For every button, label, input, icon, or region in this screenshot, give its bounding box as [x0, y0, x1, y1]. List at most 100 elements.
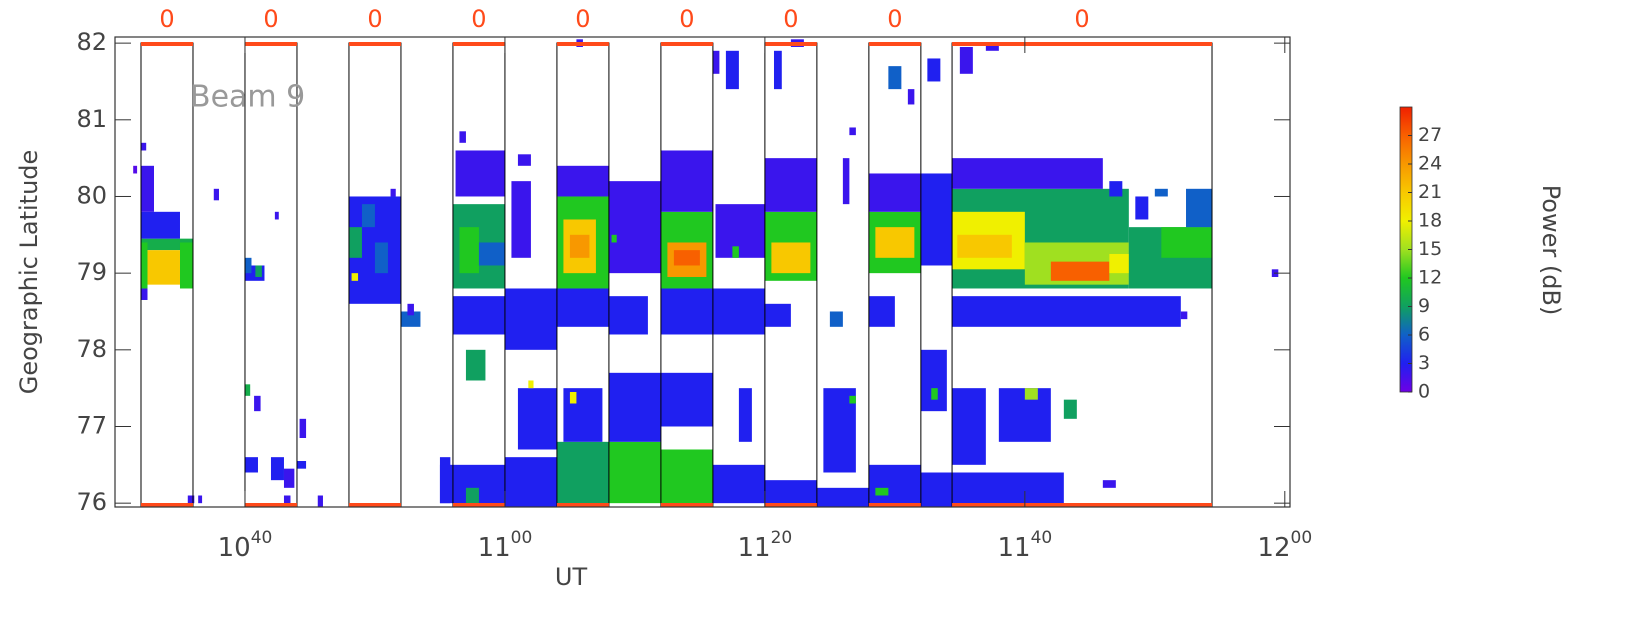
heatmap-cell [299, 418, 307, 438]
heatmap-cell [390, 188, 396, 197]
heatmap-cell [517, 154, 531, 166]
x-axis-label: UT [555, 563, 588, 591]
heatmap-cell [952, 472, 1064, 507]
x-tick-label: 1040 [218, 528, 273, 563]
heatmap-cell [660, 288, 713, 335]
heatmap-cell [764, 303, 791, 327]
heatmap-cell [459, 227, 479, 274]
heatmap-cell [764, 158, 817, 212]
heatmap-cell [563, 388, 603, 442]
heatmap-cell [244, 384, 251, 396]
heatmap-cell [351, 273, 359, 281]
heatmap-cell [773, 50, 782, 90]
heatmap-cell [140, 142, 147, 151]
y-tick-label: 79 [76, 258, 107, 286]
heatmap-cell [296, 460, 307, 469]
heatmap-cell [140, 242, 148, 289]
heatmap-cell [407, 303, 414, 316]
heatmap-cell [465, 487, 479, 504]
heatmap-cell [1186, 188, 1213, 228]
heatmap-cell [868, 464, 921, 507]
heatmap-cell [907, 89, 915, 105]
y-axis-label: Geographic Latitude [15, 150, 43, 395]
heatmap-cell [556, 165, 609, 197]
heatmap-cell [511, 181, 531, 258]
heatmap-cell [504, 457, 557, 507]
y-tick-label: 80 [76, 181, 107, 209]
heatmap-cell [888, 66, 902, 90]
heatmap-cell [920, 472, 953, 507]
colorbar-tick-label: 12 [1418, 267, 1442, 289]
colorbar-tick-label: 21 [1418, 181, 1442, 203]
colorbar-tick-label: 27 [1418, 124, 1442, 146]
heatmap-cell [868, 173, 921, 212]
y-tick-label: 77 [76, 411, 107, 439]
heatmap-cell [712, 464, 765, 504]
colorbar-tick-label: 6 [1418, 324, 1430, 346]
heatmap-cell [439, 464, 453, 504]
heatmap-cell [920, 173, 953, 266]
scan-label: 0 [367, 5, 382, 33]
heatmap-cell [361, 204, 375, 228]
heatmap-cell [842, 158, 850, 205]
x-tick-label: 1120 [738, 528, 793, 563]
heatmap-cell [1161, 227, 1213, 258]
heatmap-cell [133, 165, 138, 174]
scan-label: 0 [575, 5, 590, 33]
heatmap-cell [985, 43, 999, 51]
heatmap-cell [198, 495, 203, 504]
colorbar-tick-label: 18 [1418, 210, 1442, 232]
heatmap-cell [244, 257, 252, 274]
heatmap-cell [712, 288, 765, 335]
heatmap-cell [244, 457, 258, 473]
scan-label: 0 [159, 5, 174, 33]
heatmap-cell [400, 311, 421, 327]
heatmap-cell [725, 50, 739, 90]
heatmap-cell [1050, 261, 1110, 281]
colorbar-tick-label: 24 [1418, 153, 1442, 175]
heatmap-cell [517, 388, 557, 450]
heatmap-cell [715, 204, 765, 258]
colorbar-label: Power (dB) [1537, 185, 1565, 316]
scan-label: 0 [679, 5, 694, 33]
heatmap-cell [465, 349, 486, 381]
heatmap-cell [283, 468, 295, 488]
heatmap-cell [187, 495, 195, 504]
heatmap-cell [140, 165, 154, 212]
heatmap-cell [274, 211, 279, 220]
heatmap-cell [140, 288, 148, 300]
heatmap-cell [660, 150, 713, 212]
heatmap-cell [179, 242, 193, 289]
scan-label: 0 [471, 5, 486, 33]
heatmap-cell [608, 296, 648, 335]
heatmap-cell [673, 250, 700, 266]
heatmap-cell [660, 372, 713, 427]
plot-frame [114, 36, 1291, 508]
heatmap-cell [556, 288, 609, 327]
x-tick-label: 1100 [478, 528, 533, 563]
heatmap-cell [875, 227, 915, 258]
heatmap-cell [1154, 188, 1168, 197]
heatmap-cell [608, 372, 661, 442]
heatmap-cell [1180, 311, 1188, 320]
heatmap-cell [504, 288, 557, 350]
heatmap-cell [764, 480, 817, 507]
x-tick-label: 1200 [1257, 528, 1312, 563]
heatmap-cell [528, 380, 534, 389]
heatmap-cell [147, 250, 180, 285]
heatmap-cell [957, 234, 1012, 258]
heatmap-cell [829, 311, 843, 327]
heatmap-cell [1063, 399, 1077, 419]
heatmap-cell [348, 227, 362, 258]
heatmap-cell [952, 296, 1181, 327]
heatmap-cell [849, 127, 856, 136]
heatmap-cell [608, 441, 661, 504]
heatmap-cell [849, 395, 856, 404]
heatmap-cell [868, 296, 895, 327]
colorbar-tick-label: 3 [1418, 352, 1430, 374]
scan-label: 0 [263, 5, 278, 33]
heatmap-cell [1135, 196, 1149, 220]
heatmap-cell [732, 246, 739, 258]
heatmap-cell [569, 391, 577, 404]
heatmap-cell [959, 46, 973, 74]
